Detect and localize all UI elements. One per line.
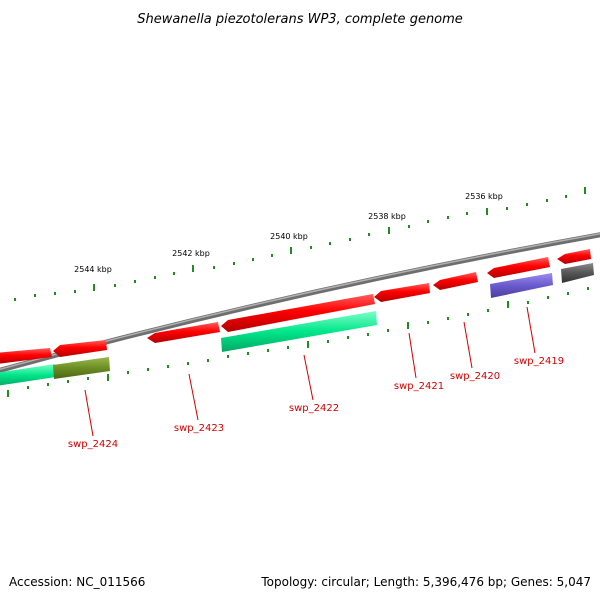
map-title: Shewanella piezotolerans WP3, complete g… [137, 12, 463, 27]
gray-feature[interactable] [561, 263, 594, 283]
scale-label-2536: 2536 kbp [465, 192, 503, 201]
cds-feature[interactable] [487, 257, 550, 278]
purple-feature[interactable] [490, 273, 553, 298]
green-feature[interactable] [0, 364, 56, 386]
genome-summary-text: Topology: circular; Length: 5,396,476 bp… [260, 575, 591, 589]
scale-label-2542: 2542 kbp [172, 249, 210, 258]
label-leaders [84, 306, 536, 437]
cds-feature[interactable] [147, 322, 220, 343]
scale-label-2538: 2538 kbp [368, 212, 406, 221]
cds-track [0, 249, 591, 364]
cds-feature[interactable] [374, 283, 430, 302]
gene-label-swp_2420[interactable]: swp_2420 [450, 371, 500, 382]
scale-label-2540: 2540 kbp [270, 232, 308, 241]
gene-label-swp_2419[interactable]: swp_2419 [514, 356, 564, 367]
olive-feature[interactable] [53, 357, 110, 379]
cds-feature[interactable] [433, 272, 478, 290]
gene-label-swp_2423[interactable]: swp_2423 [174, 423, 224, 434]
feature-track [0, 263, 594, 386]
scale-label-2544: 2544 kbp [74, 265, 112, 274]
accession-text: Accession: NC_011566 [9, 575, 145, 589]
cds-feature[interactable] [53, 340, 107, 357]
outer-scale-ticks [14, 187, 586, 301]
inner-scale-ticks [7, 287, 589, 397]
cds-feature[interactable] [221, 294, 375, 332]
gene-label-swp_2421[interactable]: swp_2421 [394, 381, 444, 392]
gene-label-swp_2422[interactable]: swp_2422 [289, 403, 339, 414]
cds-feature[interactable] [557, 249, 591, 264]
cds-feature[interactable] [0, 348, 52, 364]
gene-label-swp_2424[interactable]: swp_2424 [68, 439, 118, 450]
green-feature[interactable] [221, 311, 377, 352]
